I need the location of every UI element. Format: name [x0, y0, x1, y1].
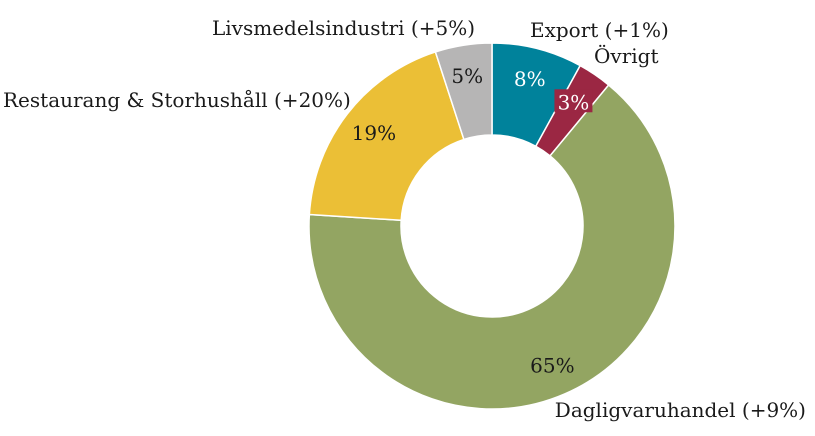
- category-label-export: Export (+1%): [530, 18, 669, 42]
- category-labels-layer: Export (+1%)Övrigt Dagligvaruhandel (+9%)…: [3, 16, 806, 422]
- value-label-restaurang: 19%: [352, 121, 396, 145]
- category-label-livsmedelsindustri: Livsmedelsindustri (+5%): [212, 16, 475, 40]
- category-label-dagligvaruhandel: Dagligvaruhandel (+9%): [555, 398, 806, 422]
- value-labels-layer: 8% 3% 65% 19% 5%: [352, 64, 593, 377]
- value-label-ovrigt: 3%: [558, 90, 590, 114]
- slice-dagligvaruhandel: [308, 83, 676, 410]
- value-label-livsmedelsindustri: 5%: [451, 64, 483, 88]
- category-label-ovrigt: Övrigt: [594, 43, 659, 68]
- value-label-dagligvaruhandel: 65%: [530, 353, 574, 377]
- value-label-bg-ovrigt: [554, 89, 593, 113]
- value-label-export: 8%: [514, 67, 546, 91]
- slices-layer: [308, 42, 676, 410]
- slice-restaurang: [308, 51, 465, 222]
- category-label-restaurang: Restaurang & Storhushåll (+20%): [3, 88, 351, 112]
- slice-livsmedelsindustri: [434, 42, 493, 141]
